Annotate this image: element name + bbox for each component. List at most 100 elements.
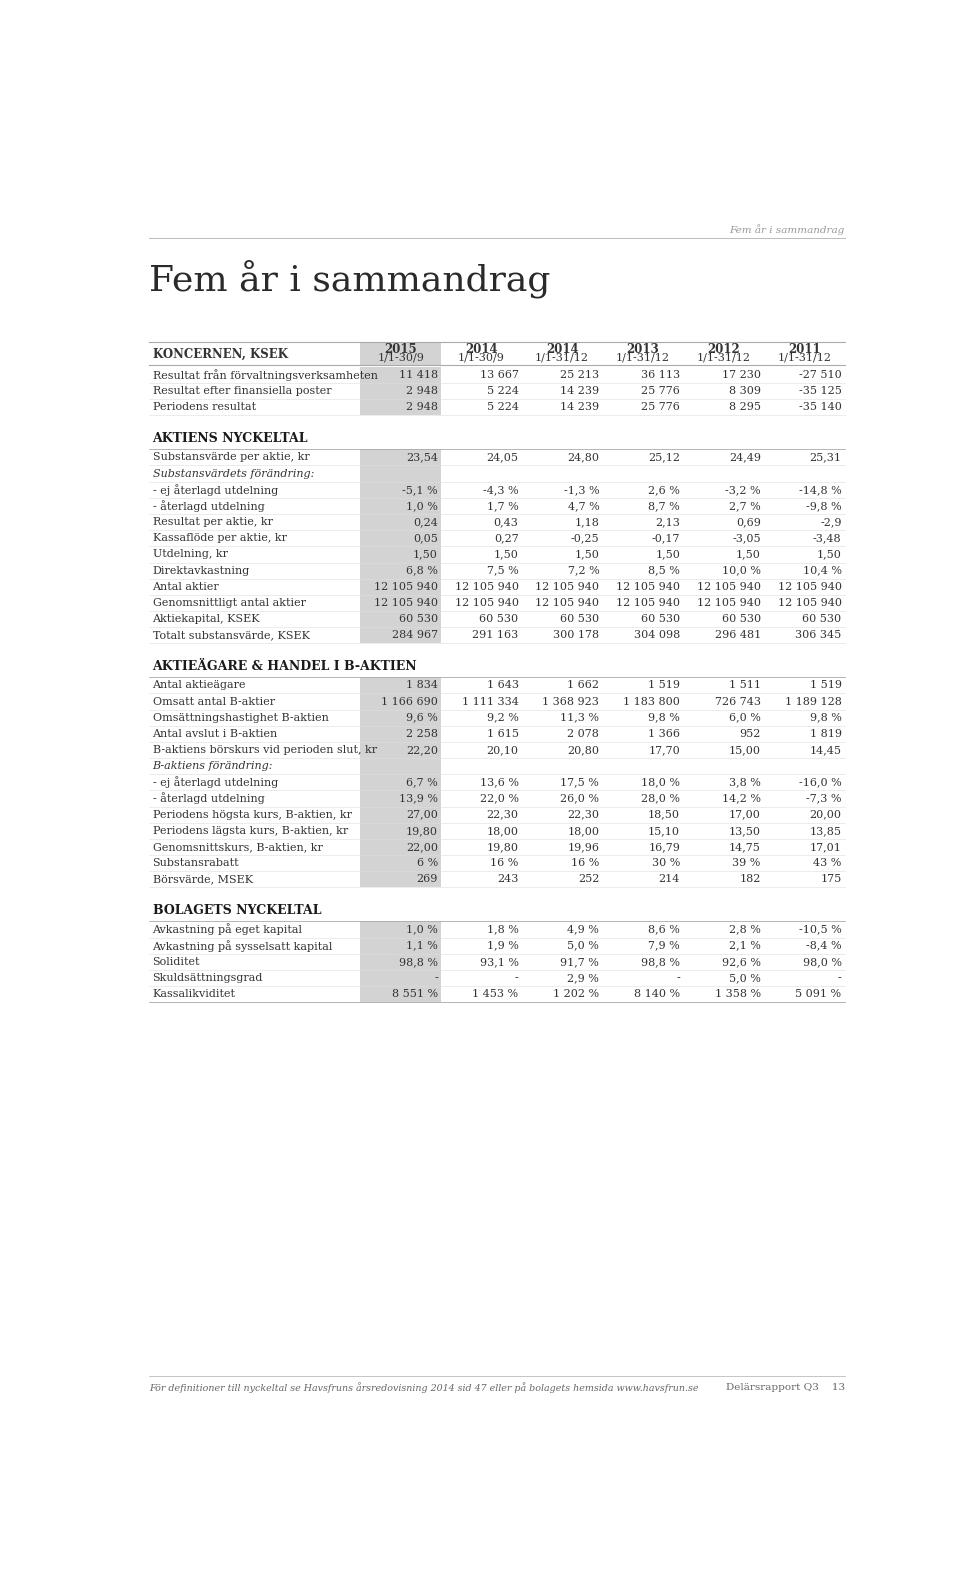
Text: Antal aktier: Antal aktier (153, 582, 219, 592)
Text: 269: 269 (417, 875, 438, 884)
Text: 1,50: 1,50 (493, 549, 518, 560)
Text: 1 511: 1 511 (729, 680, 760, 690)
Text: 36 113: 36 113 (641, 370, 680, 380)
Text: 12 105 940: 12 105 940 (616, 582, 680, 592)
Text: Skuldsättningsgrad: Skuldsättningsgrad (153, 973, 263, 982)
Text: - återlagd utdelning: - återlagd utdelning (153, 793, 264, 804)
Text: 28,0 %: 28,0 % (641, 794, 680, 804)
Text: Börsvärde, MSEK: Börsvärde, MSEK (153, 875, 252, 884)
Text: 12 105 940: 12 105 940 (373, 598, 438, 607)
Text: AKTIENS NYCKELTAL: AKTIENS NYCKELTAL (153, 432, 308, 445)
Text: 20,10: 20,10 (487, 745, 518, 755)
Text: 1,50: 1,50 (736, 549, 760, 560)
Text: 2,9 %: 2,9 % (567, 973, 599, 982)
Text: Omsatt antal B-aktier: Omsatt antal B-aktier (153, 696, 275, 707)
Text: Genomsnittskurs, B-aktien, kr: Genomsnittskurs, B-aktien, kr (153, 842, 323, 853)
Text: 300 178: 300 178 (553, 630, 599, 641)
Text: -10,5 %: -10,5 % (799, 924, 842, 935)
Text: 60 530: 60 530 (803, 614, 842, 625)
Text: 12 105 940: 12 105 940 (697, 598, 760, 607)
Text: AKTIEÄGARE & HANDEL I B-AKTIEN: AKTIEÄGARE & HANDEL I B-AKTIEN (153, 660, 418, 672)
Text: 23,54: 23,54 (406, 452, 438, 462)
Text: 24,49: 24,49 (729, 452, 760, 462)
Text: 14,2 %: 14,2 % (722, 794, 760, 804)
Text: 2011: 2011 (788, 343, 821, 356)
Text: Fem år i sammandrag: Fem år i sammandrag (150, 259, 551, 297)
Text: 10,0 %: 10,0 % (722, 566, 760, 576)
Text: 952: 952 (739, 729, 760, 739)
Text: B-aktiens börskurs vid perioden slut, kr: B-aktiens börskurs vid perioden slut, kr (153, 745, 376, 755)
Text: 1 189 128: 1 189 128 (784, 696, 842, 707)
Text: 2,6 %: 2,6 % (648, 484, 680, 495)
Text: 2 948: 2 948 (406, 386, 438, 396)
Text: 2015: 2015 (384, 343, 417, 356)
Text: 17,01: 17,01 (809, 842, 842, 853)
Text: 1/1-31/12: 1/1-31/12 (615, 353, 670, 362)
Text: 22,30: 22,30 (567, 810, 599, 819)
Text: 1,18: 1,18 (574, 517, 599, 527)
Text: 19,80: 19,80 (406, 826, 438, 835)
Bar (360, 791, 441, 807)
Text: 1 615: 1 615 (487, 729, 518, 739)
Text: 2014: 2014 (546, 343, 578, 356)
Text: 1,50: 1,50 (413, 549, 438, 560)
Text: 15,10: 15,10 (648, 826, 680, 835)
Text: 1 519: 1 519 (648, 680, 680, 690)
Text: 39 %: 39 % (732, 857, 760, 869)
Bar (360, 367, 441, 383)
Text: 27,00: 27,00 (406, 810, 438, 819)
Text: -16,0 %: -16,0 % (799, 777, 842, 788)
Text: 14,75: 14,75 (729, 842, 760, 853)
Bar (360, 677, 441, 693)
Text: -27 510: -27 510 (799, 370, 842, 380)
Text: För definitioner till nyckeltal se Havsfruns årsredovisning 2014 sid 47 eller på: För definitioner till nyckeltal se Havsf… (150, 1383, 699, 1394)
Text: 1/1-31/12: 1/1-31/12 (535, 353, 589, 362)
Text: 1,0 %: 1,0 % (406, 924, 438, 935)
Text: 8 309: 8 309 (729, 386, 760, 396)
Bar (360, 758, 441, 774)
Text: 5,0 %: 5,0 % (729, 973, 760, 982)
Bar (360, 726, 441, 742)
Text: 0,27: 0,27 (493, 533, 518, 543)
Text: 22,0 %: 22,0 % (480, 794, 518, 804)
Bar (360, 938, 441, 954)
Text: 60 530: 60 530 (641, 614, 680, 625)
Text: 16,79: 16,79 (648, 842, 680, 853)
Text: 43 %: 43 % (813, 857, 842, 869)
Text: 9,2 %: 9,2 % (487, 712, 518, 723)
Text: 8,5 %: 8,5 % (648, 566, 680, 576)
Text: 8 295: 8 295 (729, 402, 760, 413)
Bar (360, 342, 441, 365)
Text: 60 530: 60 530 (398, 614, 438, 625)
Text: 18,0 %: 18,0 % (641, 777, 680, 788)
Text: Kassaflöde per aktie, kr: Kassaflöde per aktie, kr (153, 533, 286, 543)
Bar (360, 579, 441, 595)
Text: 11,3 %: 11,3 % (561, 712, 599, 723)
Bar (360, 546, 441, 563)
Text: 13 667: 13 667 (480, 370, 518, 380)
Bar (360, 514, 441, 530)
Bar (360, 626, 441, 644)
Text: 98,0 %: 98,0 % (803, 957, 842, 967)
Text: 7,2 %: 7,2 % (567, 566, 599, 576)
Text: 19,96: 19,96 (567, 842, 599, 853)
Text: 12 105 940: 12 105 940 (697, 582, 760, 592)
Text: 1 358 %: 1 358 % (714, 989, 760, 1000)
Bar (360, 710, 441, 726)
Bar (360, 921, 441, 938)
Text: 25 776: 25 776 (641, 386, 680, 396)
Text: - ej återlagd utdelning: - ej återlagd utdelning (153, 484, 277, 495)
Bar (360, 823, 441, 838)
Text: 1 819: 1 819 (809, 729, 842, 739)
Text: 60 530: 60 530 (561, 614, 599, 625)
Bar (360, 465, 441, 481)
Text: 243: 243 (497, 875, 518, 884)
Text: 14,45: 14,45 (809, 745, 842, 755)
Text: 1/1-30/9: 1/1-30/9 (458, 353, 505, 362)
Text: 98,8 %: 98,8 % (398, 957, 438, 967)
Text: Omsättningshastighet B-aktien: Omsättningshastighet B-aktien (153, 712, 328, 723)
Text: 10,4 %: 10,4 % (803, 566, 842, 576)
Text: 30 %: 30 % (652, 857, 680, 869)
Text: 12 105 940: 12 105 940 (778, 582, 842, 592)
Bar (360, 954, 441, 970)
